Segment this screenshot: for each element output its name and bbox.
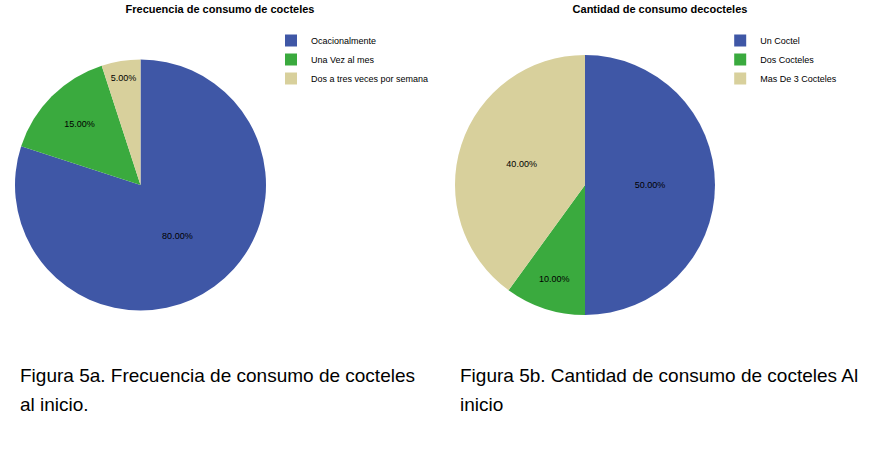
svg-text:Un Coctel: Un Coctel	[760, 36, 800, 46]
svg-text:5.00%: 5.00%	[111, 73, 137, 83]
svg-text:10.00%: 10.00%	[539, 274, 570, 284]
svg-text:Cantidad de consumo decocteles: Cantidad de consumo decocteles	[573, 3, 748, 15]
svg-text:Frecuencia de consumo de cocte: Frecuencia de consumo de cocteles	[126, 3, 315, 15]
svg-text:40.00%: 40.00%	[506, 159, 537, 169]
svg-text:Una Vez al mes: Una Vez al mes	[311, 55, 375, 65]
svg-text:80.00%: 80.00%	[162, 231, 193, 241]
html-text:Figura 5b. Cantidad de consumo: Figura 5b. Cantidad de consumo de coctel…	[460, 365, 859, 415]
svg-text:Dos Cocteles: Dos Cocteles	[760, 55, 814, 65]
svg-text:15.00%: 15.00%	[64, 119, 95, 129]
svg-text:Dos a tres veces por semana: Dos a tres veces por semana	[311, 74, 428, 84]
svg-text:Ocacionalmente: Ocacionalmente	[311, 36, 376, 46]
svg-text:50.00%: 50.00%	[635, 180, 666, 190]
html-text:Figura 5a. Frecuencia de consu: Figura 5a. Frecuencia de consumo de coct…	[20, 365, 415, 415]
svg-text:Mas De 3 Cocteles: Mas De 3 Cocteles	[760, 74, 837, 84]
